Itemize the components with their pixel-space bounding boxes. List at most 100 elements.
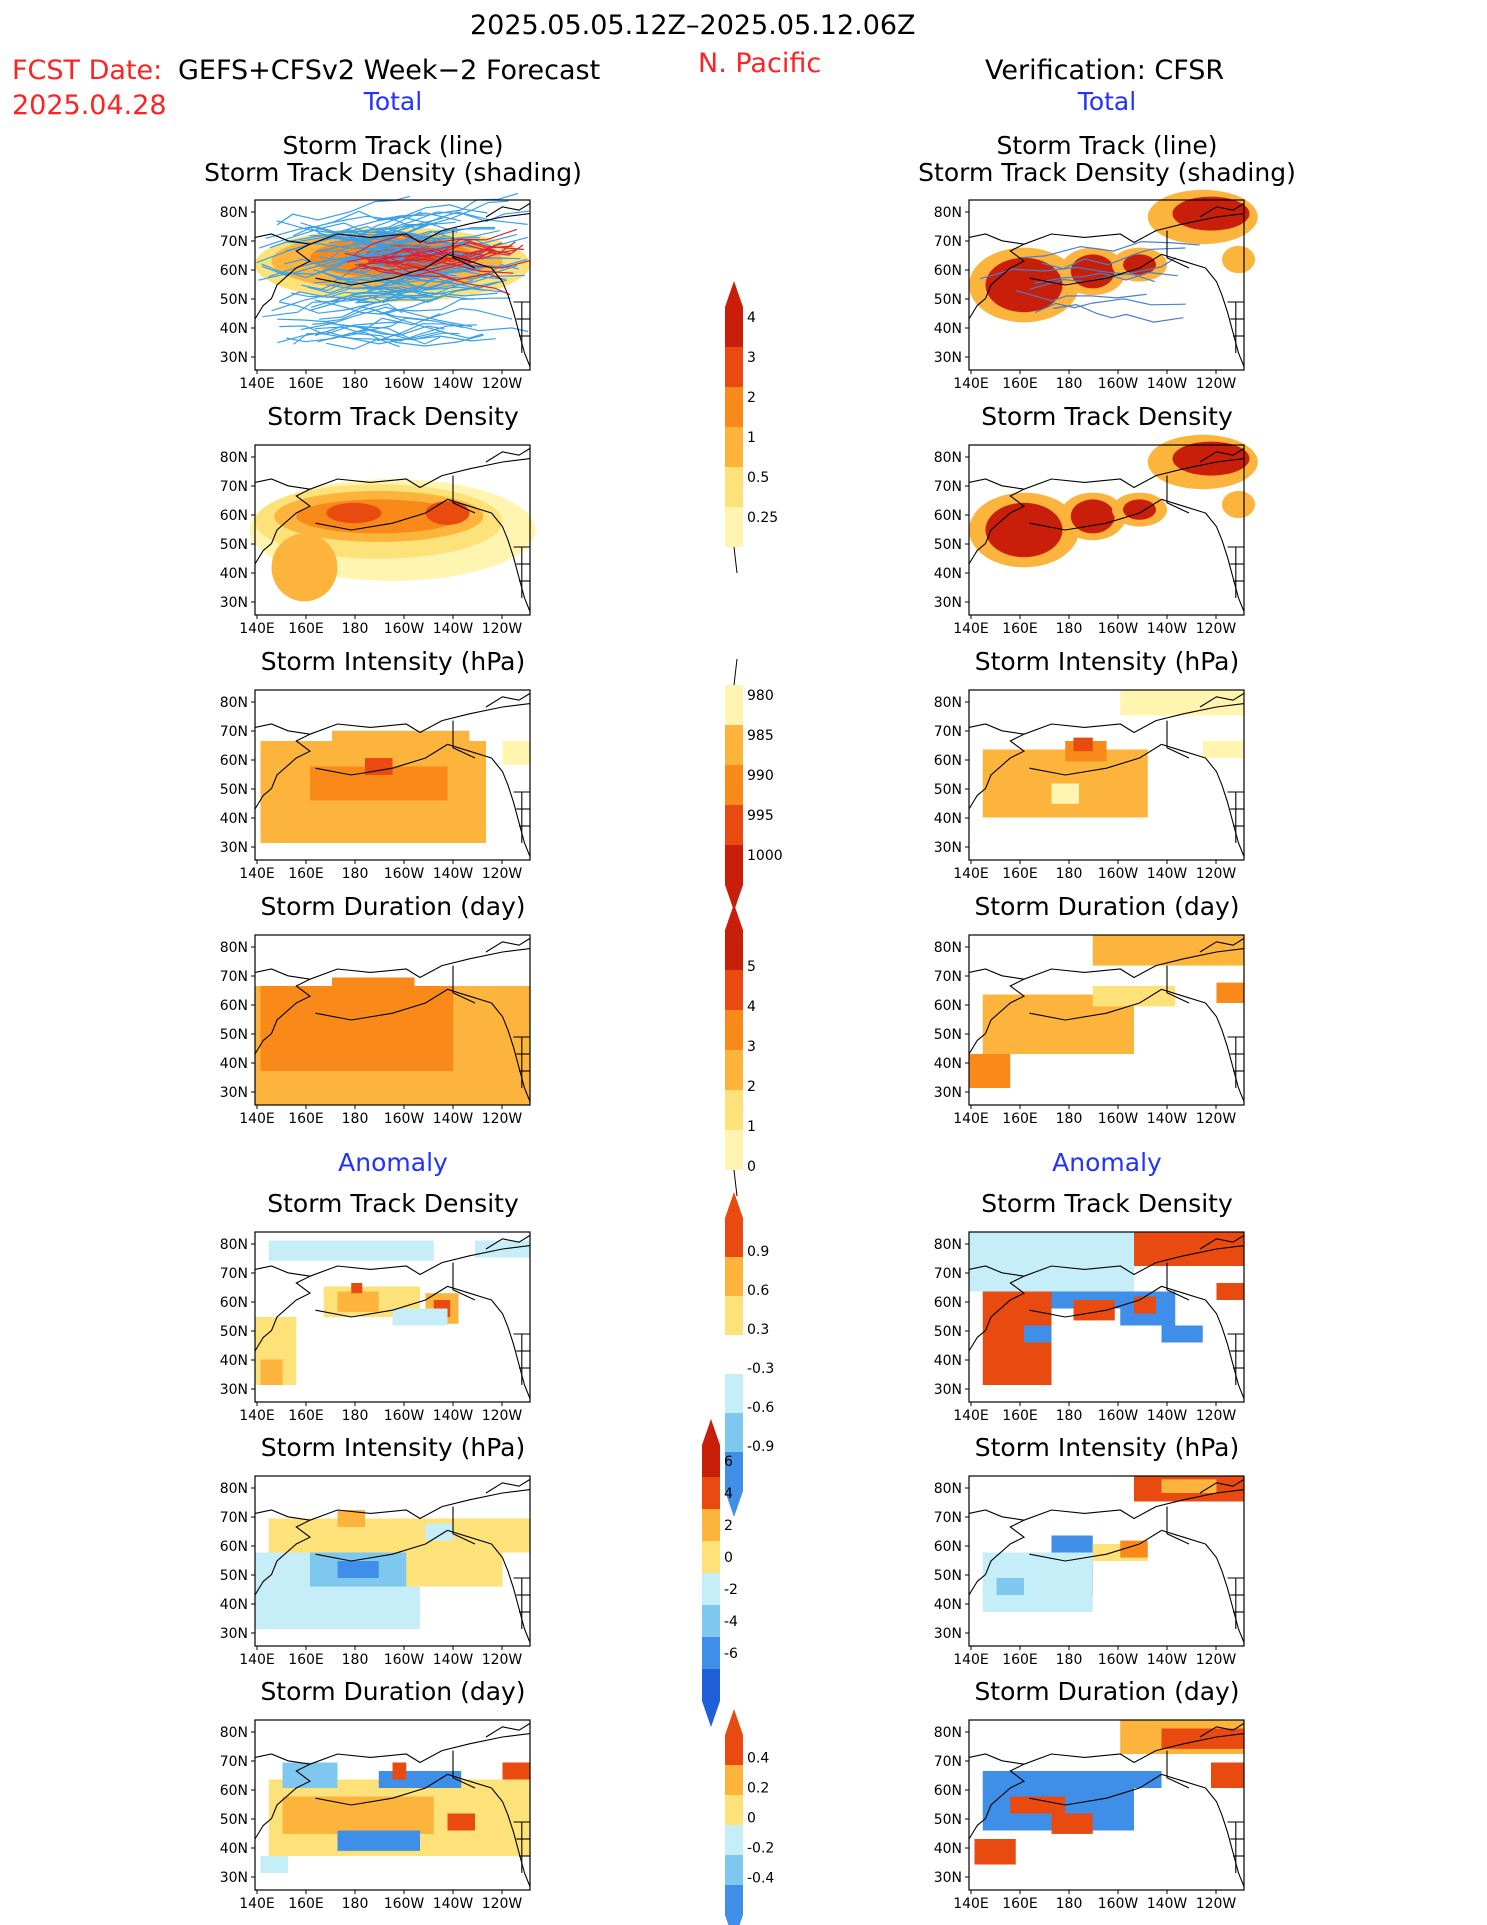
lat-tick-label: 80N xyxy=(934,1237,962,1253)
lat-tick-label: 80N xyxy=(934,1481,962,1497)
lon-tick-label: 160W xyxy=(384,866,425,882)
lon-tick-label: 180 xyxy=(342,866,369,882)
colorbar-label: -4 xyxy=(724,1614,738,1630)
lon-tick-label: 160E xyxy=(1002,621,1038,637)
lat-tick-label: 40N xyxy=(220,566,248,582)
lat-tick-label: 70N xyxy=(934,234,962,250)
lon-tick-label: 140E xyxy=(239,1652,275,1668)
lon-tick-label: 160W xyxy=(384,376,425,392)
lon-tick-label: 160W xyxy=(1098,1408,1139,1424)
lat-tick-label: 60N xyxy=(220,753,248,769)
map-intensity-anom-verif: 80N 70N 60N 50N 40N 30N 140E 160E 180 160W 140W 120… xyxy=(934,1475,1245,1668)
lon-tick-label: 120W xyxy=(482,1408,523,1424)
lon-tick-label: 180 xyxy=(1056,376,1083,392)
lon-tick-label: 120W xyxy=(482,1652,523,1668)
lat-tick-label: 50N xyxy=(220,1027,248,1043)
colorbar-segment xyxy=(725,1090,743,1130)
lat-tick-label: 70N xyxy=(220,1510,248,1526)
lat-tick-label: 70N xyxy=(934,1266,962,1282)
colorbar-bottom-arrow xyxy=(725,1491,743,1517)
lat-tick-label: 60N xyxy=(220,1295,248,1311)
fcst-date-label: FCST Date: xyxy=(12,55,163,86)
colorbar-segment xyxy=(725,1050,743,1090)
region-title: N. Pacific xyxy=(698,48,822,79)
colorbar-density-total: 4 3 2 1 0.5 0.25 xyxy=(725,281,778,574)
title-anom-intensity-left: Storm Intensity (hPa) xyxy=(260,1433,526,1462)
lat-tick-label: 60N xyxy=(220,998,248,1014)
lon-tick-label: 120W xyxy=(482,1896,523,1912)
lon-tick-label: 140W xyxy=(1147,1896,1188,1912)
colorbar-label: 2 xyxy=(747,1079,756,1095)
lon-tick-label: 160E xyxy=(1002,376,1038,392)
title-track-shading-left: Storm Track Density (shading) xyxy=(204,158,582,187)
lat-tick-label: 60N xyxy=(220,508,248,524)
lon-tick-label: 140W xyxy=(1147,1111,1188,1127)
colorbar-label: 2 xyxy=(724,1518,733,1534)
lon-tick-label: 160E xyxy=(1002,866,1038,882)
lon-tick-label: 160W xyxy=(1098,866,1139,882)
lon-tick-label: 160E xyxy=(1002,1111,1038,1127)
lat-tick-label: 50N xyxy=(220,782,248,798)
title-track-shading-right: Storm Track Density (shading) xyxy=(918,158,1296,187)
lon-tick-label: 140W xyxy=(1147,621,1188,637)
lat-tick-label: 80N xyxy=(934,940,962,956)
map-density-total-fcst: 80N 70N 60N 50N 40N 30N 140E 160E 180 160W 140W 120… xyxy=(220,444,536,637)
lon-tick-label: 180 xyxy=(342,1111,369,1127)
lon-tick-label: 160W xyxy=(1098,1111,1139,1127)
lon-tick-label: 140E xyxy=(953,1111,989,1127)
lat-tick-label: 40N xyxy=(934,1841,962,1857)
lon-tick-label: 160E xyxy=(288,621,324,637)
colorbar-segment xyxy=(725,725,743,765)
lat-tick-label: 80N xyxy=(934,450,962,466)
colorbar-segment xyxy=(702,1573,720,1605)
lon-tick-label: 120W xyxy=(1196,376,1237,392)
lat-tick-label: 70N xyxy=(934,479,962,495)
lon-tick-label: 160E xyxy=(1002,1652,1038,1668)
colorbar-label: 0 xyxy=(747,1811,756,1827)
lon-tick-label: 160W xyxy=(384,621,425,637)
colorbar-label: -0.4 xyxy=(747,1871,774,1887)
lon-tick-label: 140W xyxy=(433,1896,474,1912)
colorbar-segment xyxy=(725,845,743,885)
lon-tick-label: 140W xyxy=(433,1408,474,1424)
title-anom-density-right: Storm Track Density xyxy=(981,1189,1233,1218)
colorbar-label: 1 xyxy=(747,430,756,446)
map-intensity-total-verif: 80N 70N 60N 50N 40N 30N 140E 160E 180 160W 140W 120… xyxy=(934,689,1245,882)
lat-tick-label: 50N xyxy=(220,1324,248,1340)
colorbar-segment xyxy=(725,507,743,547)
colorbar-segment xyxy=(725,685,743,725)
colorbar-label: 1 xyxy=(747,1119,756,1135)
lat-tick-label: 40N xyxy=(934,1056,962,1072)
colorbar-intensity-total: 980 985 990 995 1000 xyxy=(725,658,783,911)
lat-tick-label: 30N xyxy=(220,350,248,366)
colorbar-segment xyxy=(725,1452,743,1491)
colorbar-segment xyxy=(725,1218,743,1257)
lon-tick-label: 160W xyxy=(384,1408,425,1424)
lon-tick-label: 160E xyxy=(1002,1408,1038,1424)
lat-tick-label: 70N xyxy=(934,1754,962,1770)
lat-tick-label: 60N xyxy=(220,1539,248,1555)
lon-tick-label: 180 xyxy=(342,1652,369,1668)
lat-tick-label: 40N xyxy=(934,1353,962,1369)
lat-tick-label: 60N xyxy=(934,753,962,769)
lon-tick-label: 160W xyxy=(384,1111,425,1127)
colorbar-label: 0.9 xyxy=(747,1244,769,1260)
lon-tick-label: 160W xyxy=(1098,1896,1139,1912)
lat-tick-label: 80N xyxy=(934,695,962,711)
lat-tick-label: 30N xyxy=(220,840,248,856)
title-anom-duration-right: Storm Duration (day) xyxy=(974,1677,1240,1706)
colorbar-density-anom: 0.9 0.6 0.3 -0.3 -0.6 -0.9 xyxy=(725,1192,774,1517)
lat-tick-label: 70N xyxy=(934,724,962,740)
colorbar-label: 3 xyxy=(747,1039,756,1055)
lon-tick-label: 140E xyxy=(239,621,275,637)
title-anom-duration-left: Storm Duration (day) xyxy=(260,1677,526,1706)
lat-tick-label: 70N xyxy=(220,234,248,250)
map-intensity-anom-fcst: 80N 70N 60N 50N 40N 30N 140E 160E 180 160W 140W 120… xyxy=(220,1475,531,1668)
colorbar-duration-total: 5 4 3 2 1 0 xyxy=(725,904,756,1197)
lat-tick-label: 40N xyxy=(934,811,962,827)
lat-tick-label: 80N xyxy=(220,940,248,956)
colorbar-label: 0.5 xyxy=(747,470,769,486)
lat-tick-label: 80N xyxy=(934,205,962,221)
colorbar-top-arrow xyxy=(702,1419,720,1445)
lon-tick-label: 140W xyxy=(1147,1408,1188,1424)
